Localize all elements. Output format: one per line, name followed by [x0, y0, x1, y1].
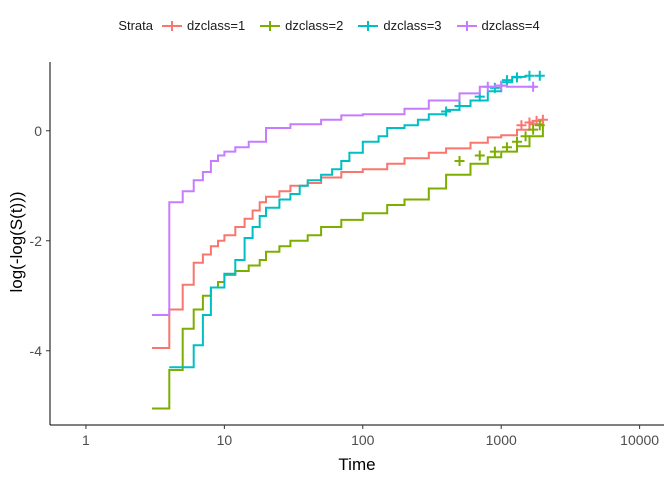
legend-key-4: [456, 20, 477, 31]
legend-label-2: dzclass=2: [285, 18, 344, 33]
censor-mark: [454, 156, 465, 166]
censor-mark: [516, 120, 527, 131]
censor-mark: [441, 106, 452, 117]
censor-mark: [534, 70, 545, 81]
legend-label-4: dzclass=4: [481, 18, 540, 33]
series-line-3: [169, 75, 527, 369]
censor-mark: [511, 72, 522, 83]
x-tick-label: 1000: [486, 432, 517, 448]
series-line-4: [152, 84, 537, 316]
censor-mark: [454, 101, 465, 111]
series-line-1: [152, 120, 544, 349]
legend-key-2: [260, 20, 281, 31]
censor-mark: [537, 114, 548, 125]
censor-mark: [524, 117, 535, 128]
censor-mark: [528, 81, 539, 92]
legend-label-3: dzclass=3: [383, 18, 442, 33]
censor-mark: [501, 142, 512, 153]
censor-mark: [520, 131, 531, 142]
legend-key-3: [358, 20, 379, 31]
censor-mark: [501, 75, 512, 86]
x-tick-label: 1: [82, 432, 90, 448]
legend: Strata dzclass=1 dzclass=2 dzclass=3 dzc…: [0, 18, 672, 33]
legend-label-1: dzclass=1: [187, 18, 246, 33]
censor-mark: [482, 81, 493, 92]
legend-item-1: dzclass=1: [161, 18, 245, 33]
y-axis-label: log(-log(S(t))): [7, 191, 26, 292]
legend-item-4: dzclass=4: [456, 18, 540, 33]
legend-item-2: dzclass=2: [259, 18, 343, 33]
censor-mark: [534, 120, 545, 131]
censor-mark: [528, 124, 539, 135]
censor-mark: [511, 136, 522, 147]
y-tick-label: -2: [30, 233, 43, 249]
censor-mark: [489, 82, 500, 93]
y-tick-label: 0: [34, 123, 42, 139]
censor-mark: [474, 150, 485, 161]
series-layer: [152, 70, 548, 410]
x-tick-label: 10000: [620, 432, 659, 448]
x-axis-label: Time: [338, 455, 375, 474]
censor-mark: [489, 146, 500, 157]
axes: 1 10 100 1000 10000 -4 -2 0: [30, 62, 664, 448]
x-tick-label: 100: [351, 432, 375, 448]
censor-mark: [524, 70, 535, 81]
censor-mark: [496, 80, 507, 91]
legend-key-1: [162, 20, 182, 31]
legend-item-3: dzclass=3: [357, 18, 442, 33]
y-tick-label: -4: [30, 343, 43, 359]
x-tick-label: 10: [217, 432, 233, 448]
legend-title: Strata: [118, 18, 153, 33]
